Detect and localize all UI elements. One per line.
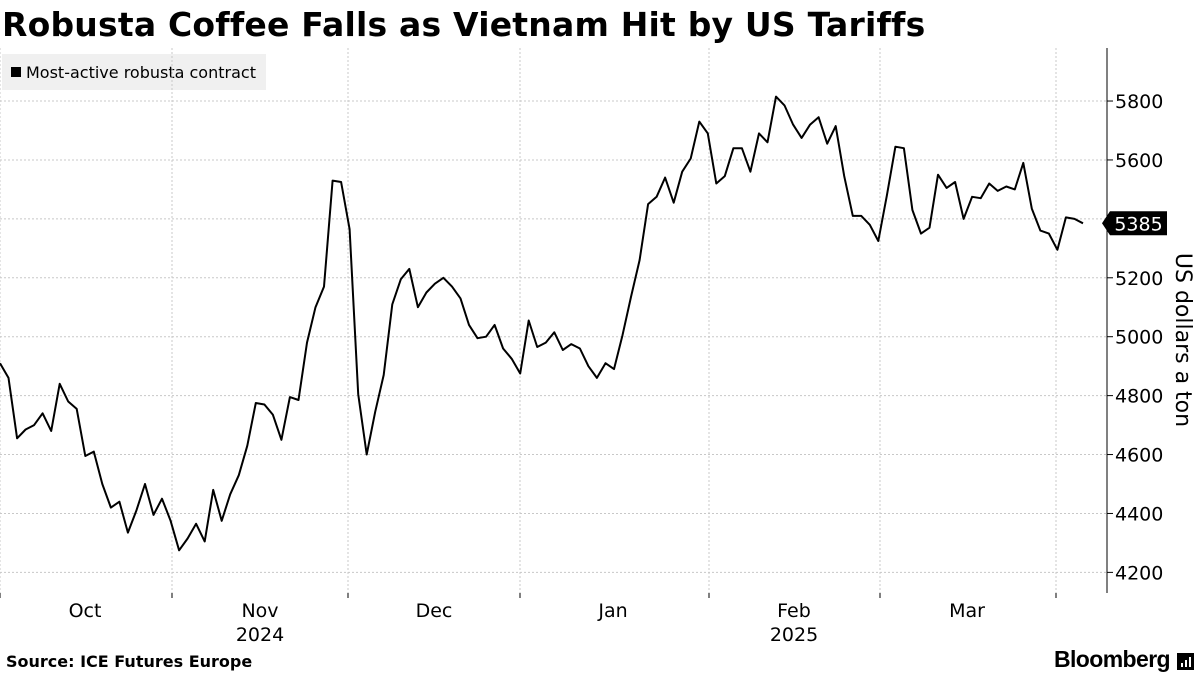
- legend: Most-active robusta contract: [2, 54, 266, 90]
- ytick-label-4800: 4800: [1115, 386, 1163, 408]
- xtick-label-jan: Jan: [597, 600, 627, 622]
- y-axis-title: US dollars a ton: [1170, 253, 1195, 427]
- xtick-label-oct: Oct: [69, 600, 102, 622]
- ytick-label-5800: 5800: [1115, 91, 1163, 113]
- legend-swatch: [11, 67, 21, 77]
- legend-label: Most-active robusta contract: [26, 62, 256, 82]
- ytick-label-4200: 4200: [1115, 562, 1163, 584]
- year-label-2024: 2024: [236, 624, 284, 646]
- last-value-tag: [1102, 211, 1167, 236]
- ytick-label-5600: 5600: [1115, 150, 1163, 172]
- last-value-label: 5385: [1114, 213, 1162, 235]
- brand-name: Bloomberg: [1054, 646, 1171, 672]
- bloomberg-logo: Bloomberg: [1054, 646, 1194, 673]
- xtick-label-nov: Nov: [241, 600, 278, 622]
- series-line-robusta: [0, 95, 1084, 552]
- year-label-2025: 2025: [770, 624, 818, 646]
- bloomberg-icon: [1177, 653, 1194, 670]
- ytick-label-5200: 5200: [1115, 268, 1163, 290]
- xtick-label-dec: Dec: [416, 600, 453, 622]
- xtick-label-feb: Feb: [777, 600, 811, 622]
- source-note: Source: ICE Futures Europe: [6, 652, 253, 671]
- ytick-label-5000: 5000: [1115, 327, 1163, 349]
- ytick-label-4400: 4400: [1115, 503, 1163, 525]
- chart-title: Robusta Coffee Falls as Vietnam Hit by U…: [2, 5, 926, 44]
- ytick-label-4600: 4600: [1115, 445, 1163, 467]
- xtick-label-mar: Mar: [949, 600, 985, 622]
